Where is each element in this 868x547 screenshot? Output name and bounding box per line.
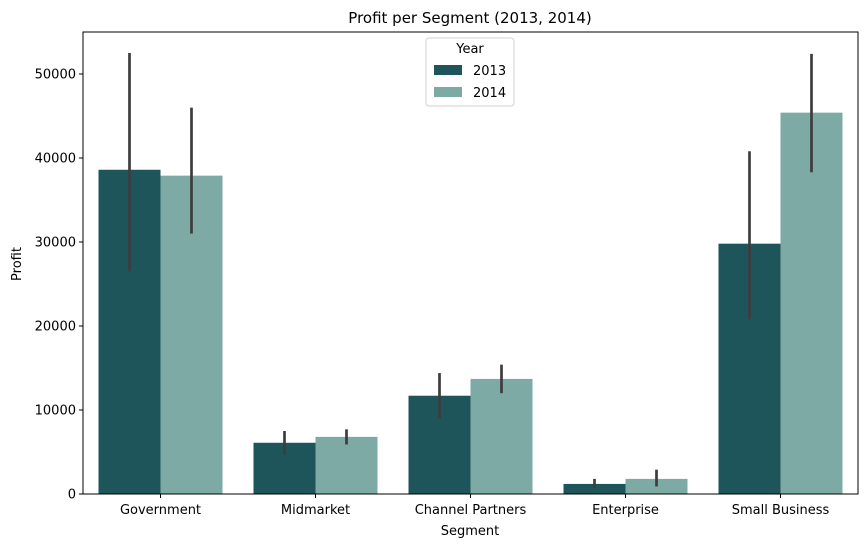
x-axis: Government Midmarket Channel Partners Enter… bbox=[120, 494, 830, 518]
y-tick-label: 50000 bbox=[35, 68, 76, 83]
legend: Year 2013 2014 bbox=[425, 37, 515, 107]
legend-label-2014: 2014 bbox=[473, 86, 506, 101]
legend-swatch-2014 bbox=[434, 87, 462, 97]
x-tick-label: Government bbox=[120, 503, 201, 518]
x-tick-label: Channel Partners bbox=[415, 503, 527, 518]
y-tick-label: 30000 bbox=[35, 236, 76, 251]
y-axis-label: Profit bbox=[10, 247, 25, 281]
bar-2013-enterprise bbox=[563, 483, 626, 494]
x-axis-label: Segment bbox=[441, 524, 500, 539]
y-tick-label: 40000 bbox=[35, 152, 76, 167]
x-tick-label: Midmarket bbox=[281, 503, 350, 518]
legend-label-2013: 2013 bbox=[473, 64, 506, 79]
x-tick-label: Small Business bbox=[732, 503, 830, 518]
legend-swatch-2013 bbox=[434, 65, 462, 75]
chart-title: Profit per Segment (2013, 2014) bbox=[348, 9, 591, 27]
y-tick-label: 20000 bbox=[35, 320, 76, 335]
y-tick-label: 0 bbox=[68, 488, 76, 503]
bar-2014-channel-partners bbox=[470, 378, 533, 494]
bar-2014-midmarket bbox=[315, 436, 378, 494]
plot-area bbox=[82, 31, 859, 495]
legend-title: Year bbox=[455, 42, 484, 57]
x-tick-label: Enterprise bbox=[592, 503, 659, 518]
bar-2014-small-business bbox=[780, 112, 843, 494]
y-axis: 0 10000 20000 30000 40000 50000 bbox=[35, 68, 83, 503]
y-tick-label: 10000 bbox=[35, 404, 76, 419]
